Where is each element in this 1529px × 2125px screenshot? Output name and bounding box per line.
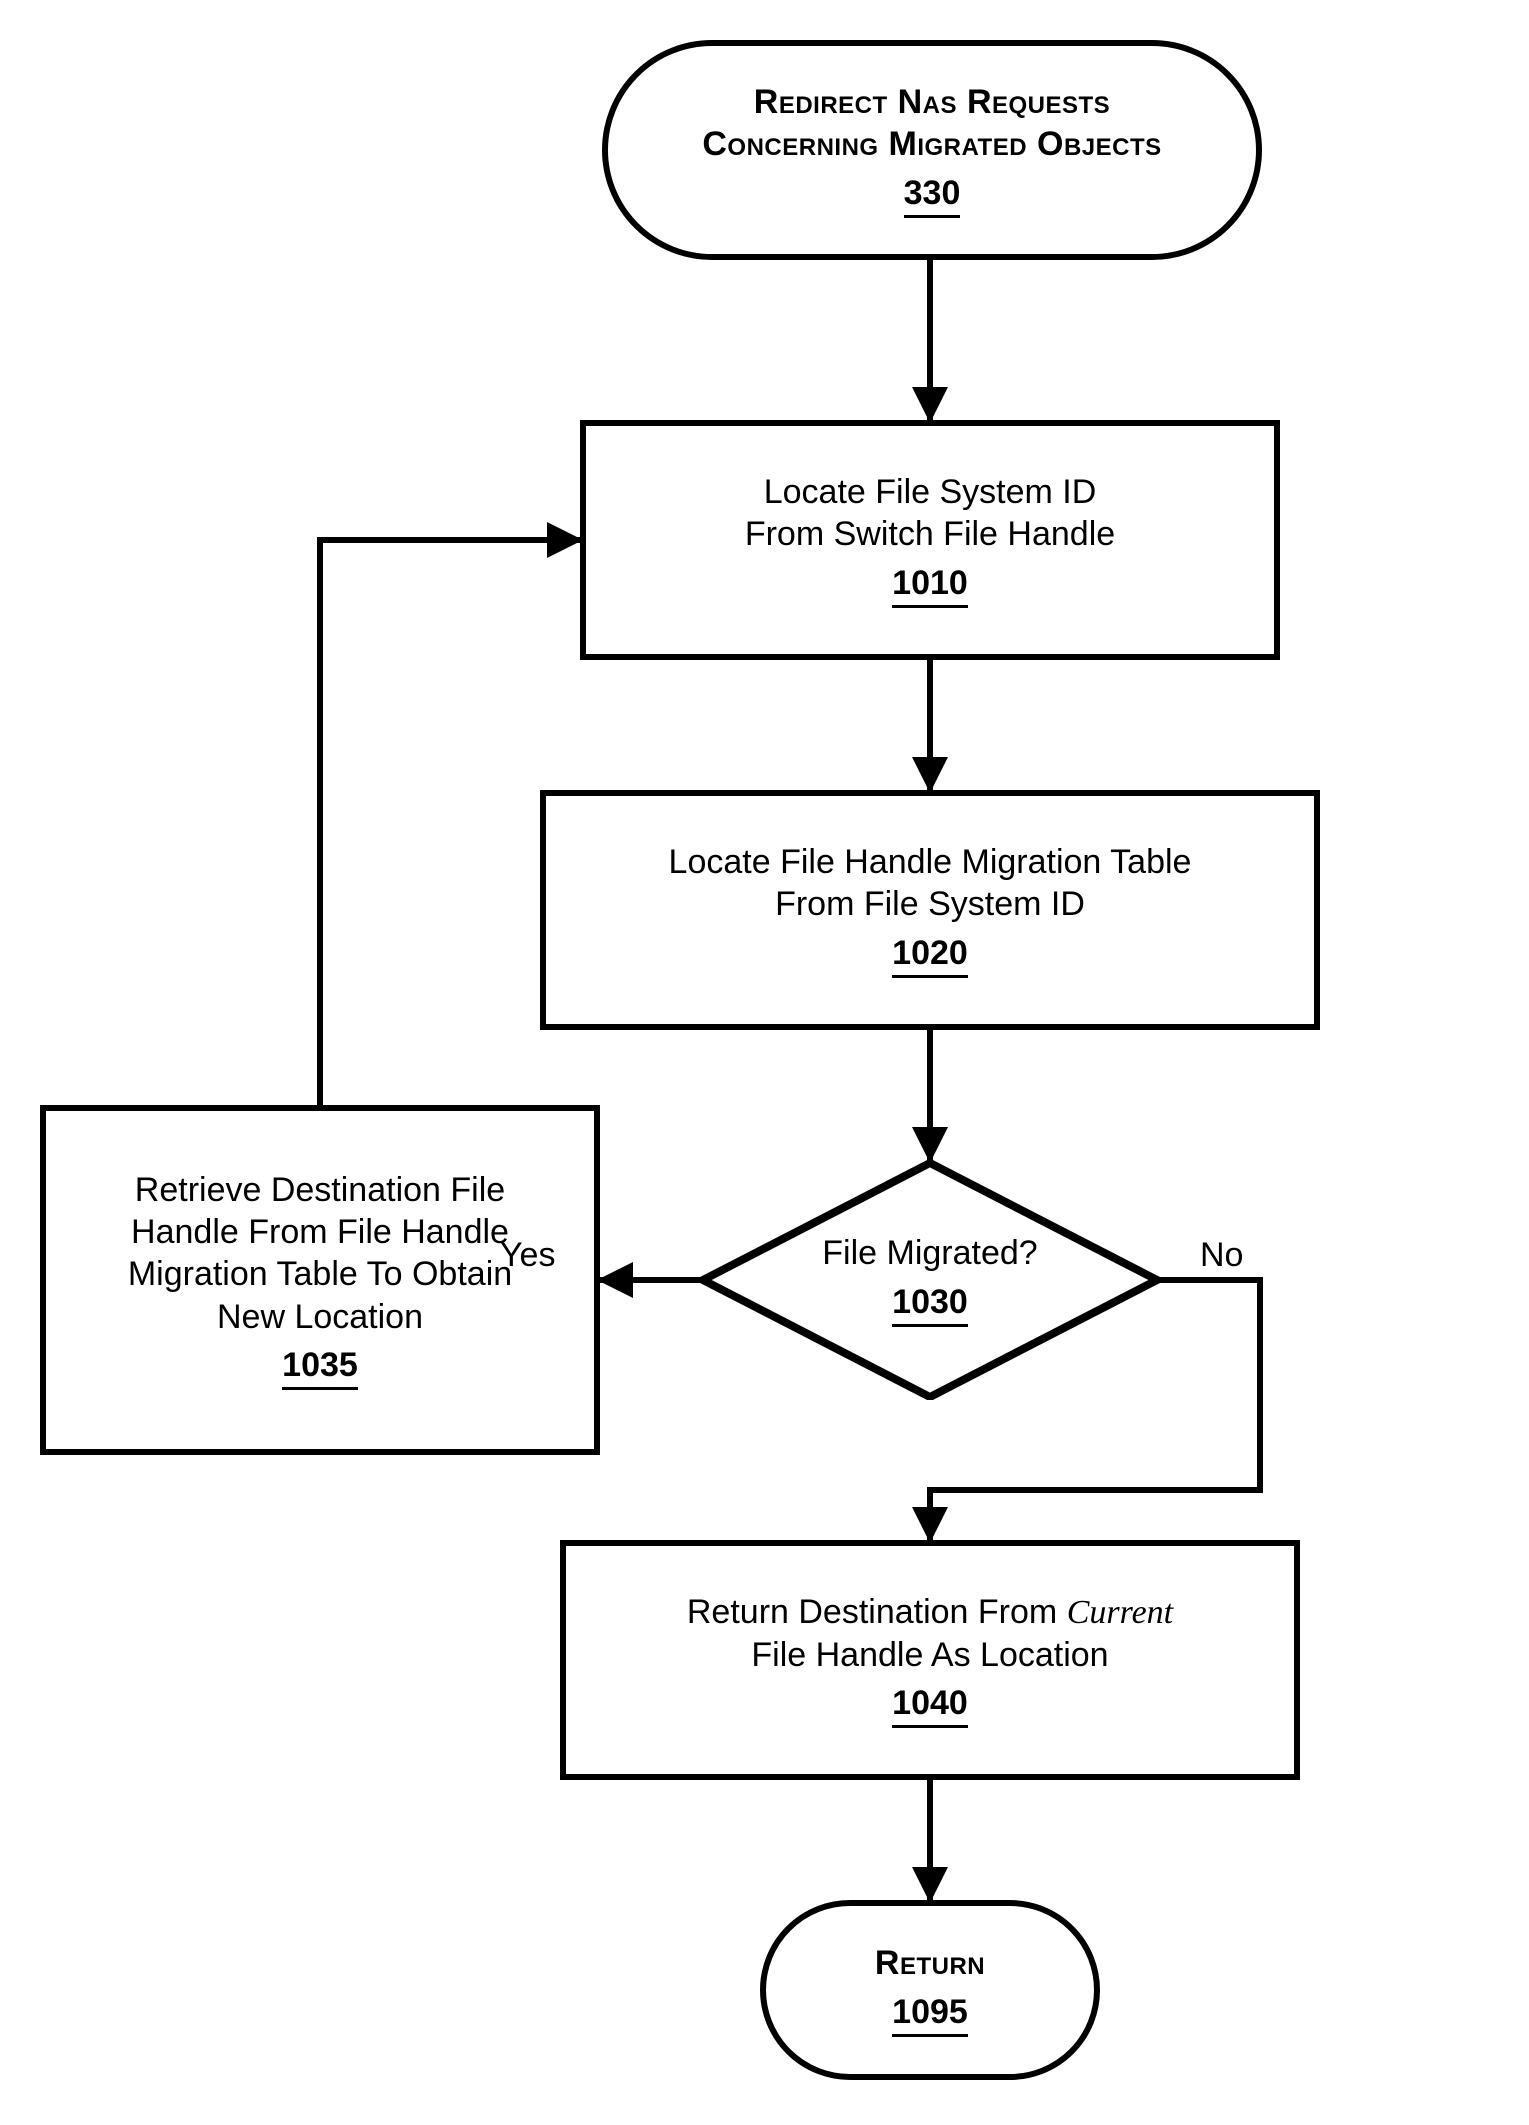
node-n1040: Return Destination From CurrentFile Hand… (560, 1540, 1300, 1780)
node-start: Redirect Nas RequestsConcerning Migrated… (602, 40, 1262, 260)
node-n1020: Locate File Handle Migration TableFrom F… (540, 790, 1320, 1030)
node-n1010: Locate File System IDFrom Switch File Ha… (580, 420, 1280, 660)
node-d1030: File Migrated?1030 (700, 1160, 1160, 1400)
node-return: Return1095 (760, 1900, 1100, 2080)
edge-label: No (1200, 1235, 1243, 1275)
node-n1035: Retrieve Destination FileHandle From Fil… (40, 1105, 600, 1455)
edge-label: Yes (500, 1235, 555, 1275)
